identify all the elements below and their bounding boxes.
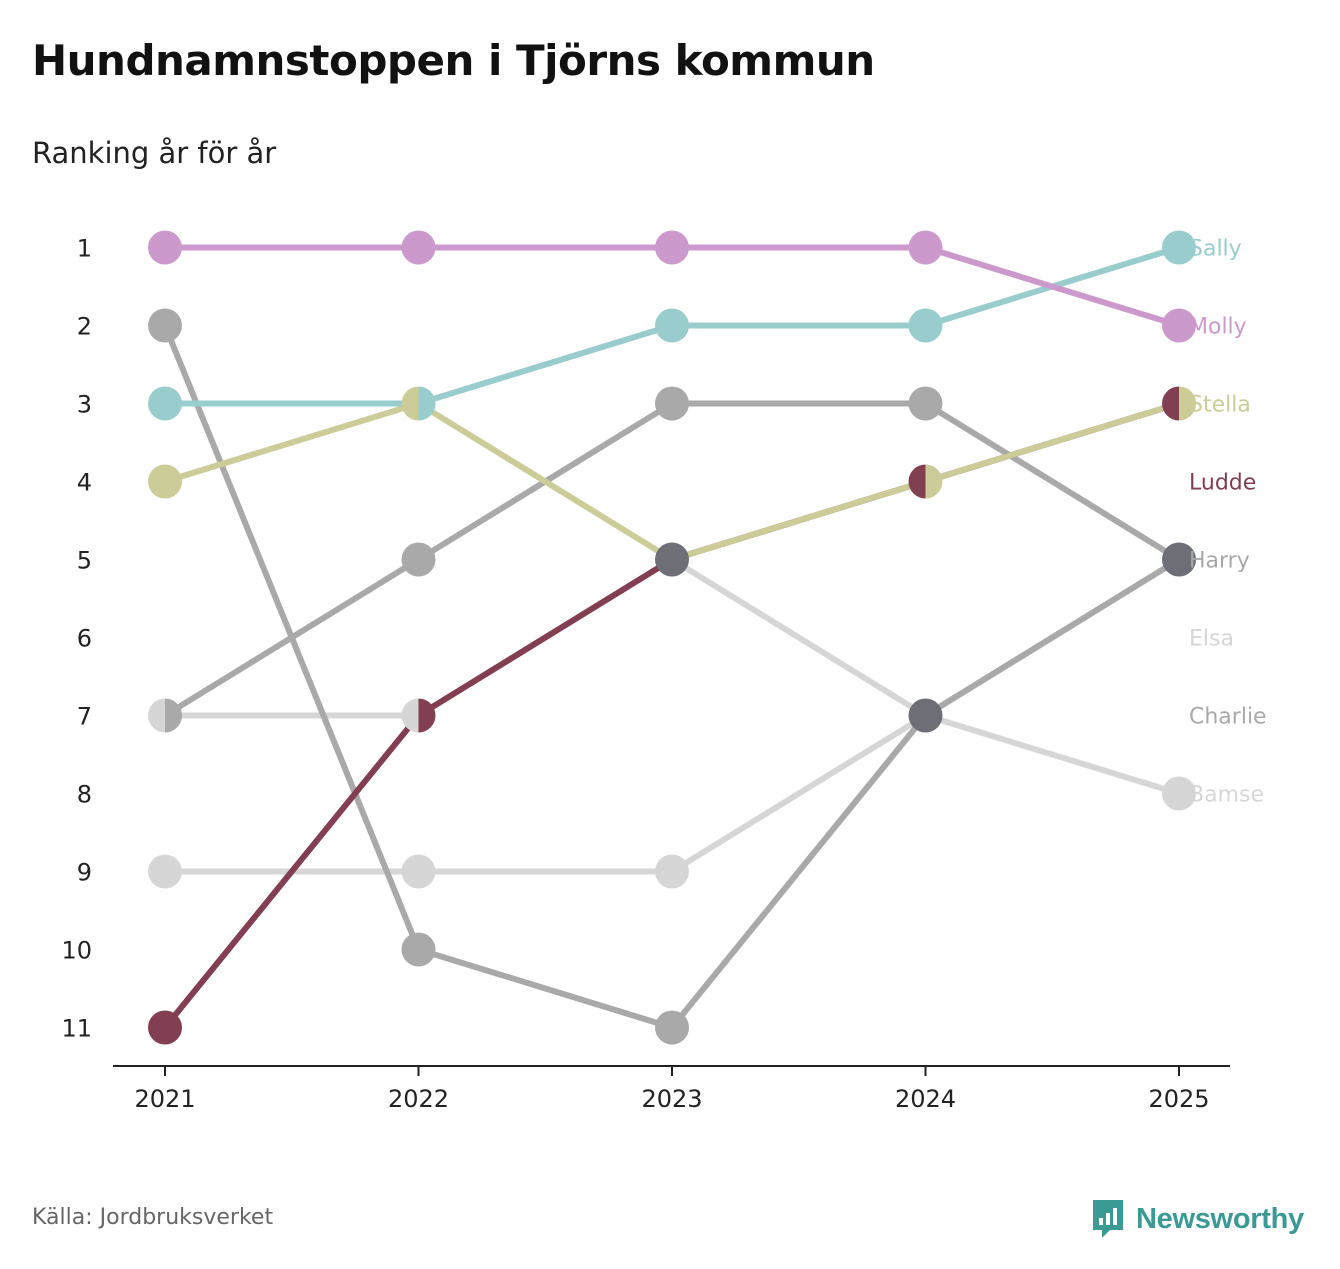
- point-2023-rank-11-harry: [655, 1010, 689, 1045]
- series-label-stella: Stella: [1189, 393, 1251, 418]
- point-2025-rank-1-sally: [1162, 230, 1196, 265]
- x-axis: 2021 2022 2023 2024 2025: [113, 1065, 1230, 1113]
- line-harry: [162, 322, 1182, 1031]
- y-tick-label: 10: [61, 937, 92, 965]
- y-tick-label: 3: [77, 391, 92, 419]
- source-note: Källa: Jordbruksverket: [32, 1205, 274, 1230]
- point-2024-rank-3-charlie: [908, 386, 943, 421]
- y-tick-label: 6: [77, 625, 92, 653]
- chart-subtitle: Ranking år för år: [32, 136, 277, 170]
- point-2021-rank-11-ludde: [148, 1010, 182, 1045]
- point-2022-rank-7-bamse: [401, 698, 419, 733]
- series-label-molly: Molly: [1189, 315, 1247, 340]
- series-labels: Sally Molly Stella Ludde Harry Elsa Charlie Bam…: [1189, 237, 1267, 808]
- series-label-bamse: Bamse: [1189, 783, 1264, 808]
- point-2024-rank-4-ludde: [908, 464, 926, 499]
- point-2025-rank-2-molly: [1162, 308, 1196, 343]
- point-2023-rank-9-elsa: [655, 854, 689, 889]
- y-tick-label: 1: [77, 235, 92, 263]
- series-lines: [162, 244, 1182, 1031]
- series-label-sally: Sally: [1189, 237, 1242, 262]
- point-2025-rank-8-bamse: [1162, 776, 1196, 811]
- point-2022-rank-7-ludde: [418, 698, 436, 733]
- series-label-charlie: Charlie: [1189, 705, 1267, 730]
- bump-chart: 1 2 3 4 5 6 7 8 9 10 11 2021 2022 2023 2024 2025 Sally…: [61, 230, 1267, 1113]
- point-2024-rank-1-molly: [908, 230, 943, 265]
- point-2021-rank-7-bamse: [148, 698, 165, 733]
- x-tick-label: 2021: [134, 1085, 195, 1113]
- y-tick-label: 9: [77, 859, 92, 887]
- chart-title: Hundnamnstoppen i Tjörns kommun: [32, 36, 875, 85]
- point-2024-rank-4-stella: [925, 464, 943, 499]
- brand-name: Newsworthy: [1136, 1202, 1304, 1235]
- point-2022-rank-9-elsa: [401, 854, 436, 889]
- brand-logo: Newsworthy: [1090, 1197, 1304, 1241]
- point-2021-rank-1-molly: [148, 230, 182, 265]
- point-2025-rank-3-stella: [1179, 386, 1196, 421]
- series-label-elsa: Elsa: [1189, 627, 1234, 652]
- point-2021-rank-4-stella: [148, 464, 182, 499]
- x-tick-label: 2023: [641, 1085, 702, 1113]
- x-tick-label: 2025: [1148, 1085, 1209, 1113]
- point-2021-rank-9-elsa: [148, 854, 182, 889]
- point-2023-rank-5-shared: [655, 542, 689, 577]
- newsworthy-logo-icon: [1093, 1200, 1123, 1238]
- point-2021-rank-3-sally: [148, 386, 182, 421]
- point-2023-rank-2-sally: [655, 308, 689, 343]
- point-2025-rank-3-ludde: [1162, 386, 1179, 421]
- line-bamse: [162, 556, 1182, 797]
- x-tick-label: 2024: [895, 1085, 956, 1113]
- y-tick-label: 5: [77, 547, 92, 575]
- y-tick-label: 7: [77, 703, 92, 731]
- line-stella: [162, 400, 1182, 563]
- point-2022-rank-10-harry: [401, 932, 436, 967]
- point-2025-rank-5-shared: [1162, 542, 1196, 577]
- point-2022-rank-3-stella: [401, 386, 419, 421]
- y-tick-label: 2: [77, 313, 92, 341]
- point-2022-rank-3-sally: [418, 386, 436, 421]
- point-2022-rank-1-molly: [401, 230, 436, 265]
- point-2023-rank-3-charlie: [655, 386, 689, 421]
- y-tick-label: 11: [61, 1015, 92, 1043]
- series-points: [148, 230, 1196, 1045]
- point-2021-rank-2-harry: [148, 308, 182, 343]
- series-label-ludde: Ludde: [1189, 471, 1256, 496]
- y-axis: 1 2 3 4 5 6 7 8 9 10 11: [61, 235, 92, 1043]
- point-2022-rank-5-charlie: [401, 542, 436, 577]
- y-tick-label: 8: [77, 781, 92, 809]
- series-label-harry: Harry: [1189, 549, 1250, 574]
- point-2023-rank-1-molly: [655, 230, 689, 265]
- point-2021-rank-7-charlie: [165, 698, 182, 733]
- y-tick-label: 4: [77, 469, 92, 497]
- x-tick-label: 2022: [388, 1085, 449, 1113]
- point-2024-rank-7-shared: [908, 698, 943, 733]
- point-2024-rank-2-sally: [908, 308, 943, 343]
